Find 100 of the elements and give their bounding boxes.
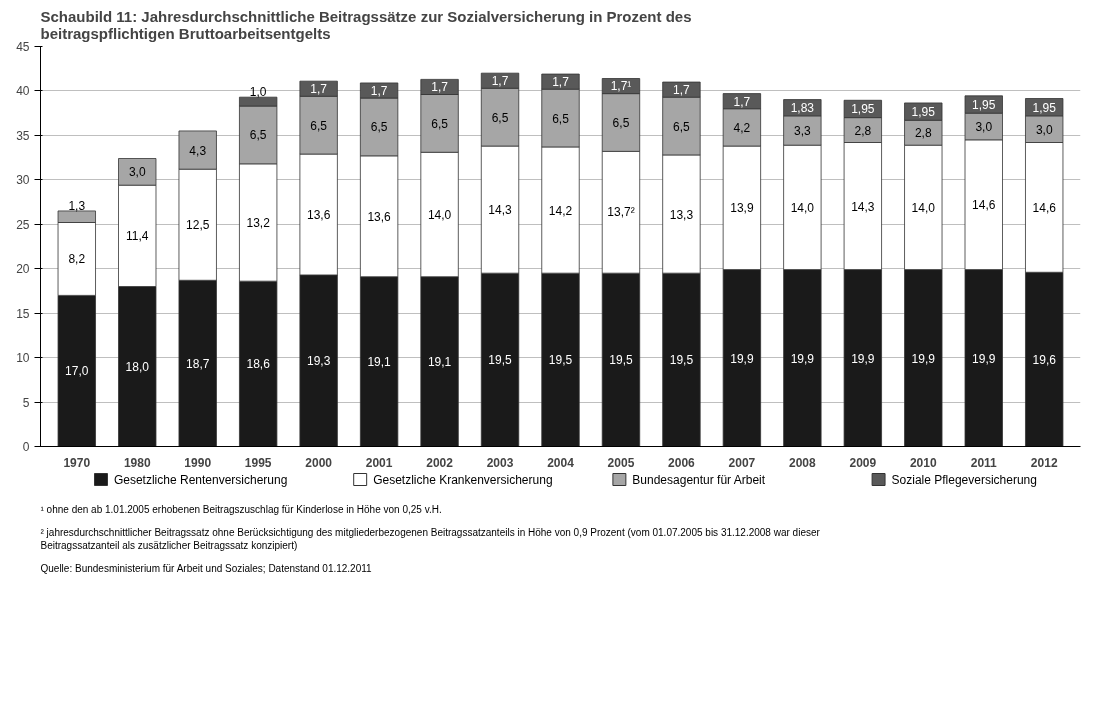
x-tick-label: 2009 (849, 455, 877, 470)
data-label: 14,2 (548, 203, 573, 218)
data-label: 6,5 (612, 116, 630, 130)
x-tick-label: 2005 (607, 455, 635, 470)
data-label: 1,7 (370, 84, 388, 98)
chart-title: Schaubild 11: Jahresdurchschnittliche Beitragssätze zur Sozialversicherung in Prozent des beitragspflichtigen Bruttoarbeitsentgelts (40, 7, 692, 42)
data-label: 19,5 (548, 353, 573, 368)
data-label: 19,1 (427, 355, 452, 370)
x-tick-label: 1970 (63, 455, 91, 470)
x-tick-label: 2012 (1030, 455, 1058, 470)
data-label: 1,7 (733, 94, 751, 109)
data-label: 13,3 (669, 207, 694, 222)
data-label: 19,9 (911, 351, 936, 366)
x-tick-label: 2004 (547, 455, 575, 470)
data-label: 14,0 (427, 208, 452, 222)
data-label: 8,2 (68, 252, 86, 267)
y-tick-label: 30 (16, 173, 30, 188)
data-label: 1,7 (310, 82, 328, 97)
data-label: 2,8 (914, 126, 932, 141)
data-label: 3,0 (1035, 122, 1053, 137)
x-tick-label: 1980 (123, 455, 151, 470)
legend-label: Gesetzliche Rentenversicherung (113, 472, 288, 487)
legend-label: Gesetzliche Krankenversicherung (373, 472, 553, 487)
data-label: 19,9 (730, 351, 754, 366)
data-label: 19,1 (367, 355, 392, 370)
data-label: 6,5 (673, 119, 691, 134)
data-label: 19,9 (790, 351, 815, 366)
x-tick-label: 1995 (244, 455, 272, 470)
x-tick-label: 2011 (970, 455, 998, 470)
data-label: 4,2 (733, 120, 751, 135)
legend-label: Soziale Pflegeversicherung (891, 472, 1037, 487)
x-tick-label: 2002 (426, 455, 454, 470)
data-label: 3,3 (794, 124, 812, 138)
data-label: 14,0 (911, 200, 936, 215)
y-tick-label: 35 (16, 128, 30, 143)
data-label: 1,95 (972, 98, 996, 112)
y-tick-label: 15 (16, 306, 30, 321)
data-label: 13,7² (607, 205, 635, 220)
y-tick-label: 40 (16, 84, 30, 99)
data-label: 19,9 (851, 351, 875, 366)
data-label: 2,8 (854, 123, 872, 138)
data-label: 6,5 (552, 111, 570, 126)
data-label: 19,3 (306, 354, 331, 369)
x-tick-label: 2007 (728, 455, 756, 470)
data-label: 1,7 (431, 80, 449, 95)
y-tick-label: 20 (16, 262, 30, 277)
x-tick-label: 2003 (486, 455, 514, 470)
x-tick-label: 2010 (909, 455, 937, 470)
data-label: 3,0 (128, 165, 146, 180)
data-label: 14,0 (790, 200, 815, 215)
data-label: 3,0 (975, 120, 993, 134)
data-label: 13,6 (306, 208, 331, 222)
x-tick-label: 2000 (305, 455, 333, 470)
text: ² jahresdurchschnittlicher Beitragssatz ohne Berücksichtigung des mitgliederbezogenen Beitragssatzanteils in Höhe von 0,9 Prozent (vom 01.07.2005 bis 31.12.2008 war dieser Beitragssatzanteil als zusätzlicher Beitragssatz konzipiert) (40, 526, 821, 551)
text: ¹ ohne den ab 1.01.2005 erhobenen Beitragszuschlag für Kinderlose in Höhe von 0,25 v.H. (40, 503, 442, 515)
data-label: 18,0 (125, 360, 150, 374)
data-label: 1,7 (552, 75, 570, 90)
data-label: 1,95 (851, 102, 875, 117)
data-label: 6,5 (370, 120, 388, 135)
x-tick-label: 2001 (365, 455, 393, 470)
data-label: 14,6 (972, 198, 996, 213)
data-label: 19,5 (609, 353, 633, 368)
data-label: 13,2 (246, 216, 271, 230)
data-label: 4,3 (189, 143, 207, 158)
x-tick-label: 1990 (184, 455, 212, 470)
data-label: 6,5 (249, 128, 267, 143)
data-label: 18,7 (186, 356, 210, 371)
y-tick-label: 5 (22, 395, 30, 410)
data-label: 1,7¹ (610, 79, 632, 94)
y-tick-label: 45 (16, 40, 30, 54)
data-label: 19,9 (972, 351, 996, 366)
data-label: 19,5 (488, 353, 513, 368)
data-label: 13,6 (367, 209, 392, 224)
data-label: 19,5 (669, 353, 694, 368)
data-label: 14,3 (851, 199, 875, 214)
data-label: 1,7 (491, 74, 509, 89)
data-label: 11,4 (126, 229, 149, 244)
data-label: 1,83 (790, 101, 815, 116)
y-tick-label: 0 (22, 440, 30, 454)
data-label: 1,95 (911, 105, 936, 120)
data-label: 6,5 (491, 110, 509, 125)
data-label: 17,0 (65, 364, 89, 379)
legend-label: Bundesagentur für Arbeit (632, 472, 766, 487)
data-label: 14,3 (488, 203, 513, 218)
data-label: 13,9 (730, 201, 754, 216)
data-label: 18,6 (246, 357, 271, 372)
data-label: 1,3 (68, 198, 86, 213)
data-label: 1,7 (673, 83, 691, 98)
data-label: 6,5 (431, 116, 449, 131)
y-tick-label: 10 (16, 351, 30, 366)
data-label: 14,6 (1032, 200, 1057, 215)
x-tick-label: 2006 (668, 455, 696, 470)
data-label: 1,95 (1032, 100, 1057, 115)
data-label: 1,0 (249, 85, 267, 100)
data-label: 12,5 (186, 218, 210, 233)
source-note: Quelle: Bundesministerium für Arbeit und Soziales; Datenstand 01.12.2011 (40, 562, 373, 574)
y-tick-label: 25 (16, 217, 30, 232)
data-label: 6,5 (310, 118, 328, 133)
x-tick-label: 2008 (789, 455, 817, 470)
data-label: 19,6 (1032, 352, 1057, 367)
